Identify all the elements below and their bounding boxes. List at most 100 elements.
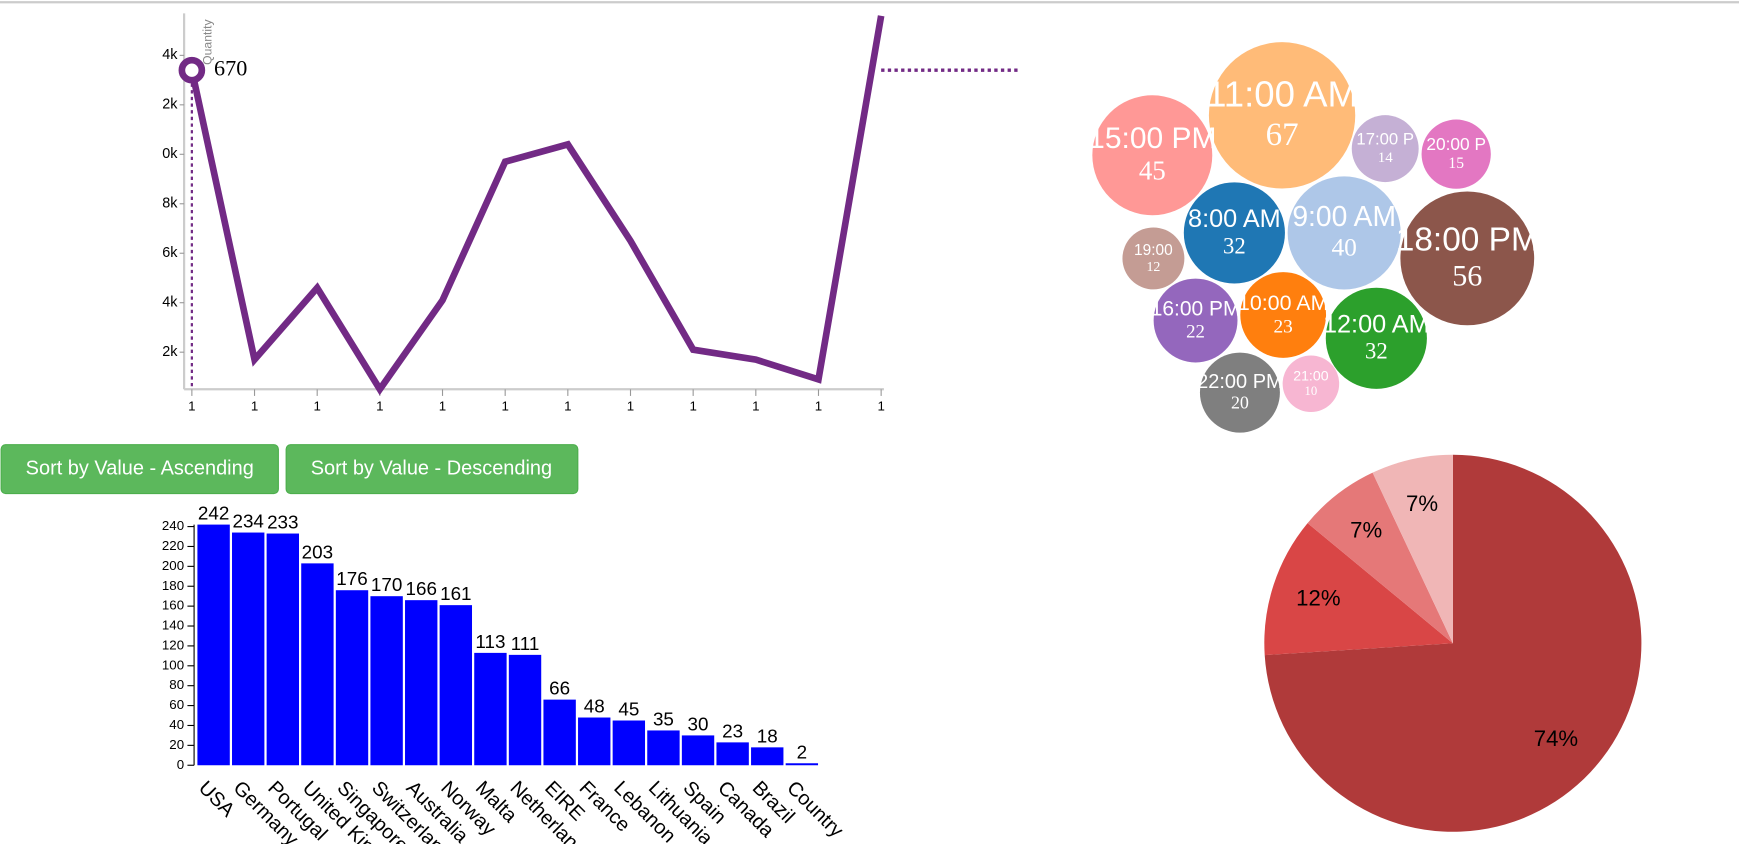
bar	[474, 652, 507, 766]
x-tick-label: 1	[188, 399, 195, 414]
bar	[335, 590, 369, 766]
y-tick-label: 180	[162, 578, 184, 593]
bar	[439, 605, 473, 766]
bar	[508, 654, 542, 766]
y-tick-label: 0k	[162, 146, 178, 162]
hover-marker	[178, 56, 206, 84]
bubble-value: 12	[1146, 260, 1160, 275]
bar-value-label: 111	[511, 633, 540, 654]
button-bg	[0, 444, 279, 495]
button-bg	[285, 444, 579, 495]
y-tick-label: 140	[162, 618, 184, 633]
y-tick-label: 240	[162, 518, 184, 533]
bubble-label: 22:00 PM	[1197, 371, 1282, 393]
pie-slice	[1307, 472, 1453, 644]
bar	[370, 596, 403, 766]
bubble-label: 20:00 P	[1426, 134, 1486, 154]
bar	[405, 600, 438, 766]
bar-value-label: 161	[440, 583, 471, 604]
bar	[785, 763, 819, 766]
bar-value-label: 66	[549, 678, 570, 699]
bubble	[1351, 115, 1419, 183]
hover-annotation: 670	[214, 55, 247, 80]
bubble-value: 23	[1274, 316, 1293, 337]
y-tick-label: 2k	[162, 344, 178, 360]
x-tick-label: USA	[194, 777, 239, 822]
bubble-value: 14	[1378, 150, 1394, 166]
y-tick-label: 2k	[162, 97, 178, 113]
bubble	[1122, 227, 1185, 290]
x-tick-label: 1	[376, 399, 383, 414]
pie-slice	[1264, 454, 1642, 832]
pie-label: 74%	[1534, 726, 1578, 751]
x-tick-label: 1	[439, 399, 446, 414]
bar	[751, 747, 784, 766]
bubble-value: 56	[1452, 258, 1482, 292]
y-tick-label: 40	[169, 717, 184, 732]
bubble-value: 22	[1186, 321, 1205, 342]
y-tick-label: 120	[162, 637, 184, 652]
sort-descending-button[interactable]: Sort by Value - Descending	[285, 444, 579, 495]
bar-value-label: 166	[405, 578, 436, 599]
y-tick-label: 220	[162, 538, 184, 553]
x-tick-label: 1	[752, 399, 759, 414]
x-tick-label: 1	[627, 399, 634, 414]
button-label: Sort by Value - Ascending	[26, 457, 254, 479]
y-tick-label: 4k	[162, 47, 178, 63]
x-tick-label: 1	[564, 399, 571, 414]
bubble-label: 12:00 AM	[1323, 310, 1430, 338]
bar	[578, 717, 611, 766]
bar	[197, 524, 230, 766]
pie-slice	[1264, 523, 1453, 656]
pie-slice	[1372, 454, 1453, 644]
bubble-value: 20	[1231, 393, 1249, 413]
bubble	[1287, 176, 1401, 290]
bubble	[1400, 191, 1535, 326]
bubble-label: 17:00 P	[1356, 130, 1414, 149]
bar-value-label: 35	[653, 708, 674, 729]
bar	[647, 730, 680, 766]
bubble-label: 16:00 PM	[1151, 298, 1241, 321]
bar-value-label: 23	[722, 720, 743, 741]
y-tick-label: 0	[177, 757, 184, 772]
bar-value-label: 2	[797, 741, 807, 762]
bubble	[1282, 355, 1340, 413]
bubble	[1240, 272, 1327, 358]
y-tick-label: 8k	[162, 196, 178, 212]
bubble-label: 18:00 PM	[1396, 222, 1539, 259]
bar-value-label: 170	[371, 574, 402, 595]
bubble	[1208, 42, 1356, 189]
bar-value-label: 242	[198, 503, 229, 524]
bubble-label: 8:00 AM	[1188, 205, 1281, 233]
bar	[301, 563, 334, 766]
sort-ascending-button[interactable]: Sort by Value - Ascending	[0, 444, 279, 495]
y-axis-label: Quantity	[201, 19, 215, 65]
bubble	[1092, 95, 1213, 216]
y-tick-label: 60	[169, 697, 184, 712]
bar	[232, 532, 265, 766]
y-tick-label: 4k	[162, 295, 178, 311]
y-tick-label: 160	[162, 598, 184, 613]
bubble-label: 21:00	[1293, 367, 1328, 383]
bubble-label: 10:00 AM	[1238, 291, 1329, 315]
bar-value-label: 48	[584, 696, 605, 717]
bar	[612, 720, 646, 766]
bubble-value: 40	[1331, 233, 1356, 262]
bubble-label: 11:00 AM	[1206, 74, 1358, 115]
y-tick-label: 6k	[162, 245, 178, 261]
bar-value-label: 45	[618, 699, 639, 720]
bubble	[1183, 182, 1285, 284]
bar-value-label: 18	[757, 725, 778, 746]
x-tick-label: 1	[501, 399, 508, 414]
bar	[716, 742, 749, 766]
bubble-label: 19:00	[1134, 242, 1173, 259]
bar	[266, 533, 300, 766]
x-tick-label: 1	[251, 399, 258, 414]
bubble-value: 67	[1266, 117, 1299, 153]
bubble	[1325, 287, 1427, 389]
y-tick-label: 20	[169, 737, 184, 752]
bubble-value: 45	[1139, 155, 1166, 185]
bar	[681, 735, 715, 766]
